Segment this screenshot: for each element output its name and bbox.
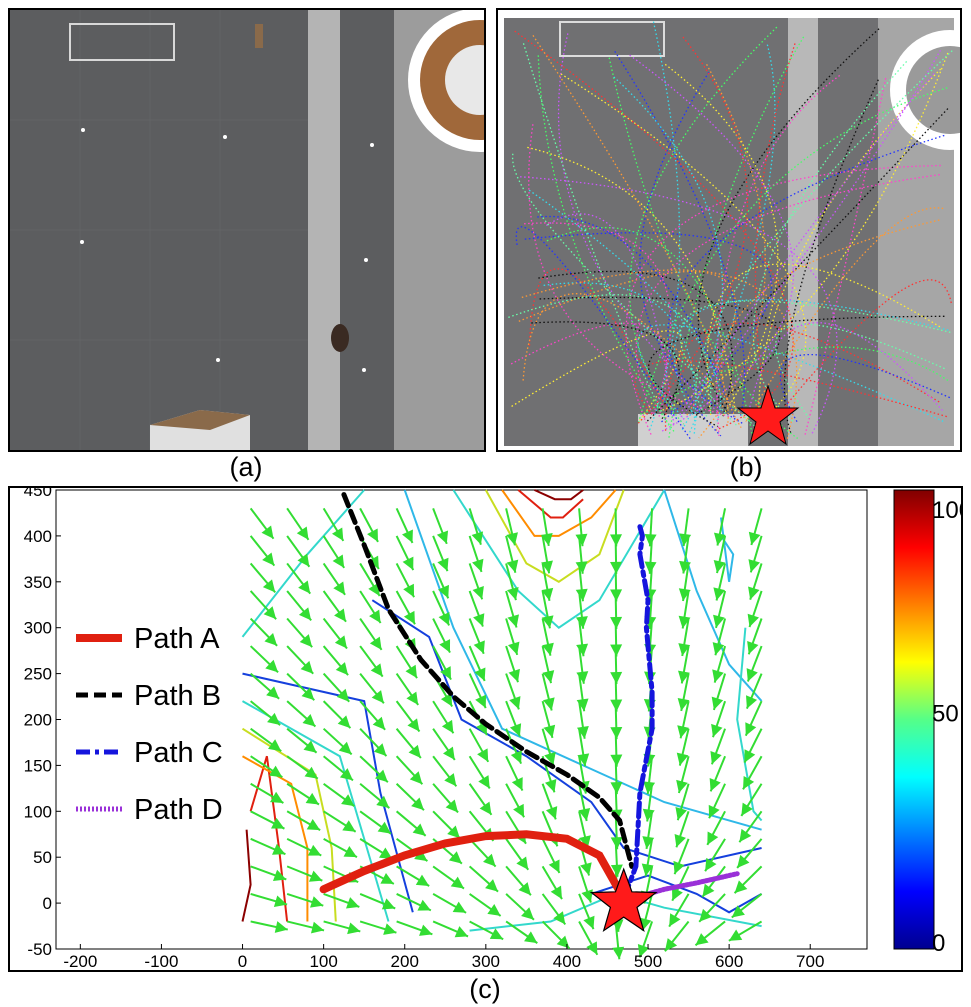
photo-panel-b [496,8,962,452]
vector-field-panel: -200 -100 0 100 200 300 400 500 600 700 450 400 350 3… [8,486,963,972]
caption-a: (a) [206,452,286,483]
caption-c: (c) [445,974,525,1005]
y-tick-label: 50 [33,848,52,867]
x-tick-label: -200 [63,952,97,970]
x-tick-label: 600 [715,952,743,970]
y-tick-label: 450 [24,488,52,500]
y-tick-label: 350 [24,573,52,592]
legend-label: Path C [134,737,223,769]
photo-panel-a [8,8,486,452]
legend-label: Path D [134,794,223,826]
colorbar-label: 50 [932,701,959,728]
y-tick-label: 400 [24,527,52,546]
x-tick-label: 200 [391,952,419,970]
x-tick-label: 500 [634,952,662,970]
x-tick-label: -100 [144,952,178,970]
legend-label: Path A [134,623,220,655]
overhead-photo-a [10,10,484,450]
x-tick-label: 0 [238,952,247,970]
colorbar [894,490,934,949]
x-tick-label: 100 [309,952,337,970]
y-tick-label: 0 [43,894,52,913]
trajectory-photo-b [498,10,960,450]
y-tick-label: -50 [27,940,52,959]
y-tick-label: 150 [24,756,52,775]
y-tick-label: 250 [24,665,52,684]
x-tick-label: 400 [553,952,581,970]
x-tick-label: 700 [796,952,824,970]
colorbar-label: 100 [932,497,961,524]
y-tick-label: 200 [24,711,52,730]
y-tick-label: 100 [24,802,52,821]
caption-b: (b) [706,452,786,483]
x-tick-label: 300 [472,952,500,970]
contour-chart: -200 -100 0 100 200 300 400 500 600 7004504003503… [10,488,961,970]
y-tick-label: 300 [24,619,52,638]
colorbar-label: 0 [932,930,945,957]
legend-label: Path B [134,680,221,712]
